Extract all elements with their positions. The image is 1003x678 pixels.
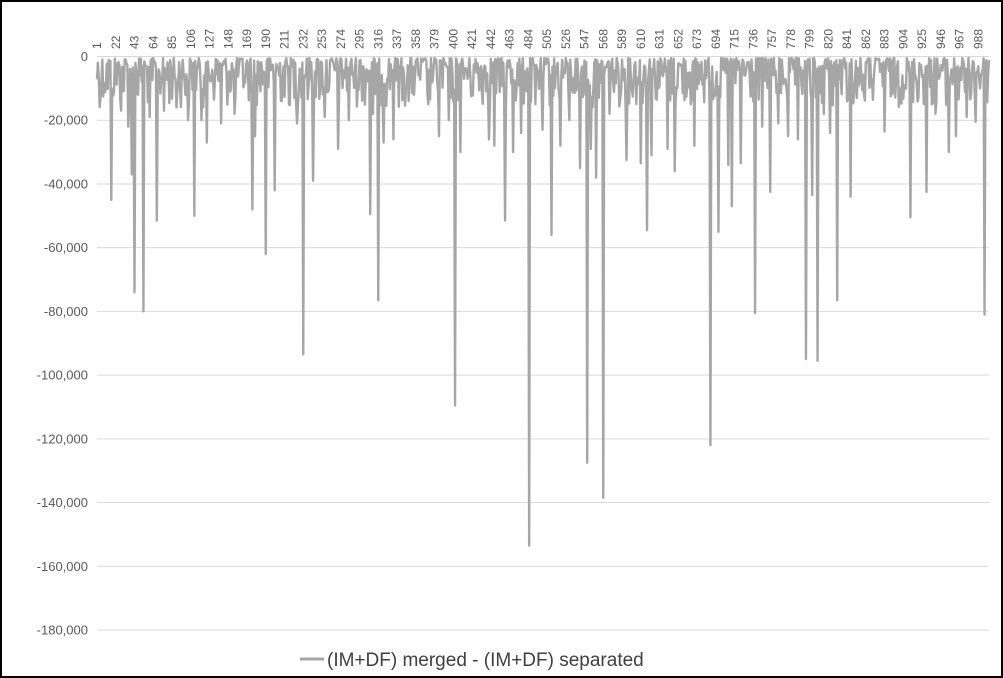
x-tick-label: 841 bbox=[840, 29, 854, 49]
x-tick-label: 421 bbox=[465, 29, 479, 49]
y-tick-label: -80,000 bbox=[44, 304, 88, 319]
x-tick-label: 253 bbox=[315, 29, 329, 49]
legend-label: (IM+DF) merged - (IM+DF) separated bbox=[327, 650, 644, 671]
x-tick-label: 547 bbox=[578, 29, 592, 49]
x-tick-label: 85 bbox=[165, 35, 179, 49]
x-tick-label: 778 bbox=[784, 29, 798, 49]
x-tick-label: 631 bbox=[653, 29, 667, 49]
x-tick-label: 106 bbox=[184, 29, 198, 49]
x-tick-label: 820 bbox=[821, 29, 835, 49]
x-tick-label: 610 bbox=[634, 29, 648, 49]
x-tick-label: 526 bbox=[559, 29, 573, 49]
x-tick-label: 904 bbox=[896, 29, 910, 49]
x-tick-label: 211 bbox=[278, 30, 292, 49]
x-tick-label: 148 bbox=[221, 29, 235, 49]
x-tick-label: 22 bbox=[109, 35, 123, 49]
x-tick-label: 463 bbox=[503, 29, 517, 49]
x-tick-label: 484 bbox=[521, 29, 535, 49]
x-tick-label: 316 bbox=[371, 29, 385, 49]
x-tick-label: 694 bbox=[709, 29, 723, 49]
x-tick-label: 589 bbox=[615, 29, 629, 49]
y-tick-label: -120,000 bbox=[37, 431, 88, 446]
x-tick-label: 190 bbox=[259, 29, 273, 49]
y-tick-label: -20,000 bbox=[44, 113, 88, 128]
x-tick-label: 757 bbox=[765, 29, 779, 49]
y-tick-label: -40,000 bbox=[44, 176, 88, 191]
x-tick-label: 1 bbox=[90, 42, 104, 49]
x-tick-label: 64 bbox=[146, 35, 160, 49]
x-tick-label: 946 bbox=[934, 29, 948, 49]
x-tick-label: 925 bbox=[915, 29, 929, 49]
x-tick-label: 358 bbox=[409, 29, 423, 49]
x-tick-label: 379 bbox=[428, 29, 442, 49]
x-axis-tick-labels: 1 22 43 64 85 106 127 148 169 190 211 232 253 274 295 3… bbox=[90, 29, 985, 49]
x-tick-label: 505 bbox=[540, 29, 554, 49]
y-tick-label: -160,000 bbox=[37, 559, 88, 574]
x-tick-label: 673 bbox=[690, 29, 704, 49]
x-tick-label: 400 bbox=[446, 29, 460, 49]
x-tick-label: 295 bbox=[353, 29, 367, 49]
x-tick-label: 652 bbox=[671, 29, 685, 49]
x-tick-label: 862 bbox=[859, 29, 873, 49]
y-tick-label: -140,000 bbox=[37, 495, 88, 510]
y-tick-label: -60,000 bbox=[44, 240, 88, 255]
series-line bbox=[95, 56, 991, 547]
y-tick-label: -100,000 bbox=[37, 368, 88, 383]
y-axis-tick-labels: 0 -20,000 -40,000 -60,000 -80,000 -100,000 -12… bbox=[37, 49, 88, 638]
x-tick-label: 799 bbox=[803, 29, 817, 49]
x-tick-label: 169 bbox=[240, 29, 254, 49]
x-tick-label: 127 bbox=[203, 29, 217, 49]
x-tick-label: 988 bbox=[971, 29, 985, 49]
y-tick-label: 0 bbox=[81, 49, 88, 64]
x-tick-label: 442 bbox=[484, 29, 498, 49]
x-tick-label: 967 bbox=[953, 29, 967, 49]
legend: (IM+DF) merged - (IM+DF) separated bbox=[300, 650, 644, 671]
x-tick-label: 274 bbox=[334, 29, 348, 49]
series-layer bbox=[95, 56, 991, 547]
x-tick-label: 568 bbox=[596, 29, 610, 49]
x-tick-label: 43 bbox=[128, 35, 142, 49]
x-tick-label: 232 bbox=[296, 29, 310, 49]
x-tick-label: 883 bbox=[878, 29, 892, 49]
y-tick-label: -180,000 bbox=[37, 623, 88, 638]
gridlines bbox=[97, 56, 989, 631]
x-tick-label: 337 bbox=[390, 29, 404, 49]
x-tick-label: 736 bbox=[746, 29, 760, 49]
x-tick-label: 715 bbox=[728, 29, 742, 49]
